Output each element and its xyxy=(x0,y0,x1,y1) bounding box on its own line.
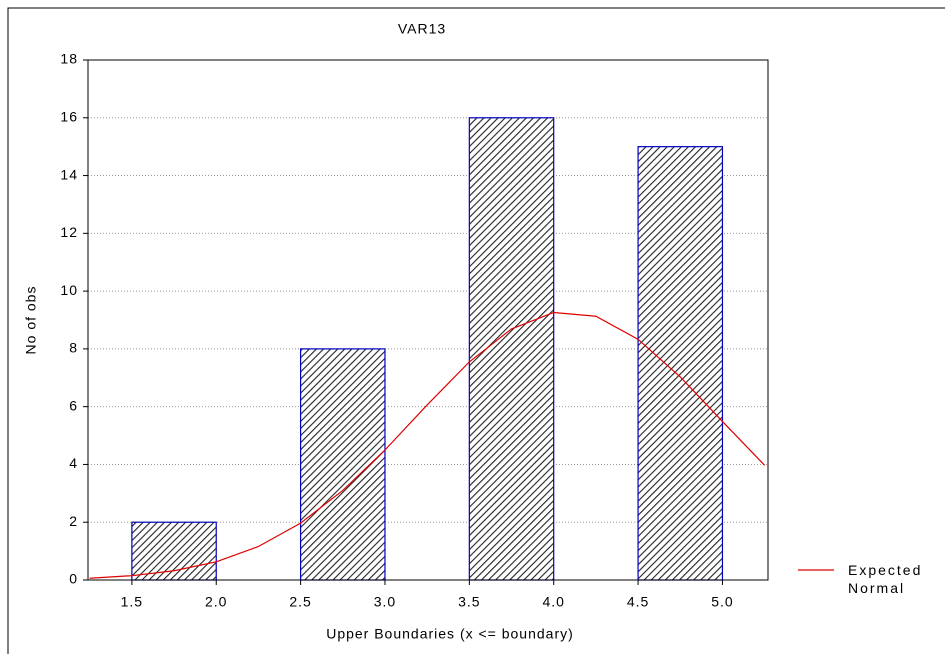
bar xyxy=(637,146,724,581)
x-tick-label: 4.0 xyxy=(542,594,564,610)
x-tick-label: 3.5 xyxy=(458,594,480,610)
y-tick-label: 10 xyxy=(60,282,78,298)
bar xyxy=(300,348,386,581)
chart-title: VAR13 xyxy=(398,21,446,37)
y-tick-label: 0 xyxy=(69,571,78,587)
y-tick-label: 14 xyxy=(60,166,78,182)
x-tick-label: 5.0 xyxy=(711,594,733,610)
y-tick-label: 18 xyxy=(60,51,78,67)
normal-curve xyxy=(89,311,766,579)
x-axis-label: Upper Boundaries (x <= boundary) xyxy=(326,626,574,642)
y-tick-label: 12 xyxy=(60,224,78,240)
x-tick-label: 1.5 xyxy=(121,594,143,610)
plot-frame xyxy=(87,59,769,581)
bar xyxy=(468,117,555,581)
y-tick-label: 8 xyxy=(69,340,78,356)
frame xyxy=(7,7,945,659)
x-tick-label: 2.5 xyxy=(289,594,311,610)
y-tick-label: 2 xyxy=(69,513,78,529)
y-tick-label: 4 xyxy=(69,455,78,471)
y-axis-label: No of obs xyxy=(23,286,39,355)
x-tick-label: 3.0 xyxy=(374,594,396,610)
x-tick-label: 4.5 xyxy=(627,594,649,610)
y-tick-label: 6 xyxy=(69,397,78,413)
legend-label: Expected Normal xyxy=(848,562,923,596)
x-tick-label: 2.0 xyxy=(205,594,227,610)
y-tick-label: 16 xyxy=(60,108,78,124)
